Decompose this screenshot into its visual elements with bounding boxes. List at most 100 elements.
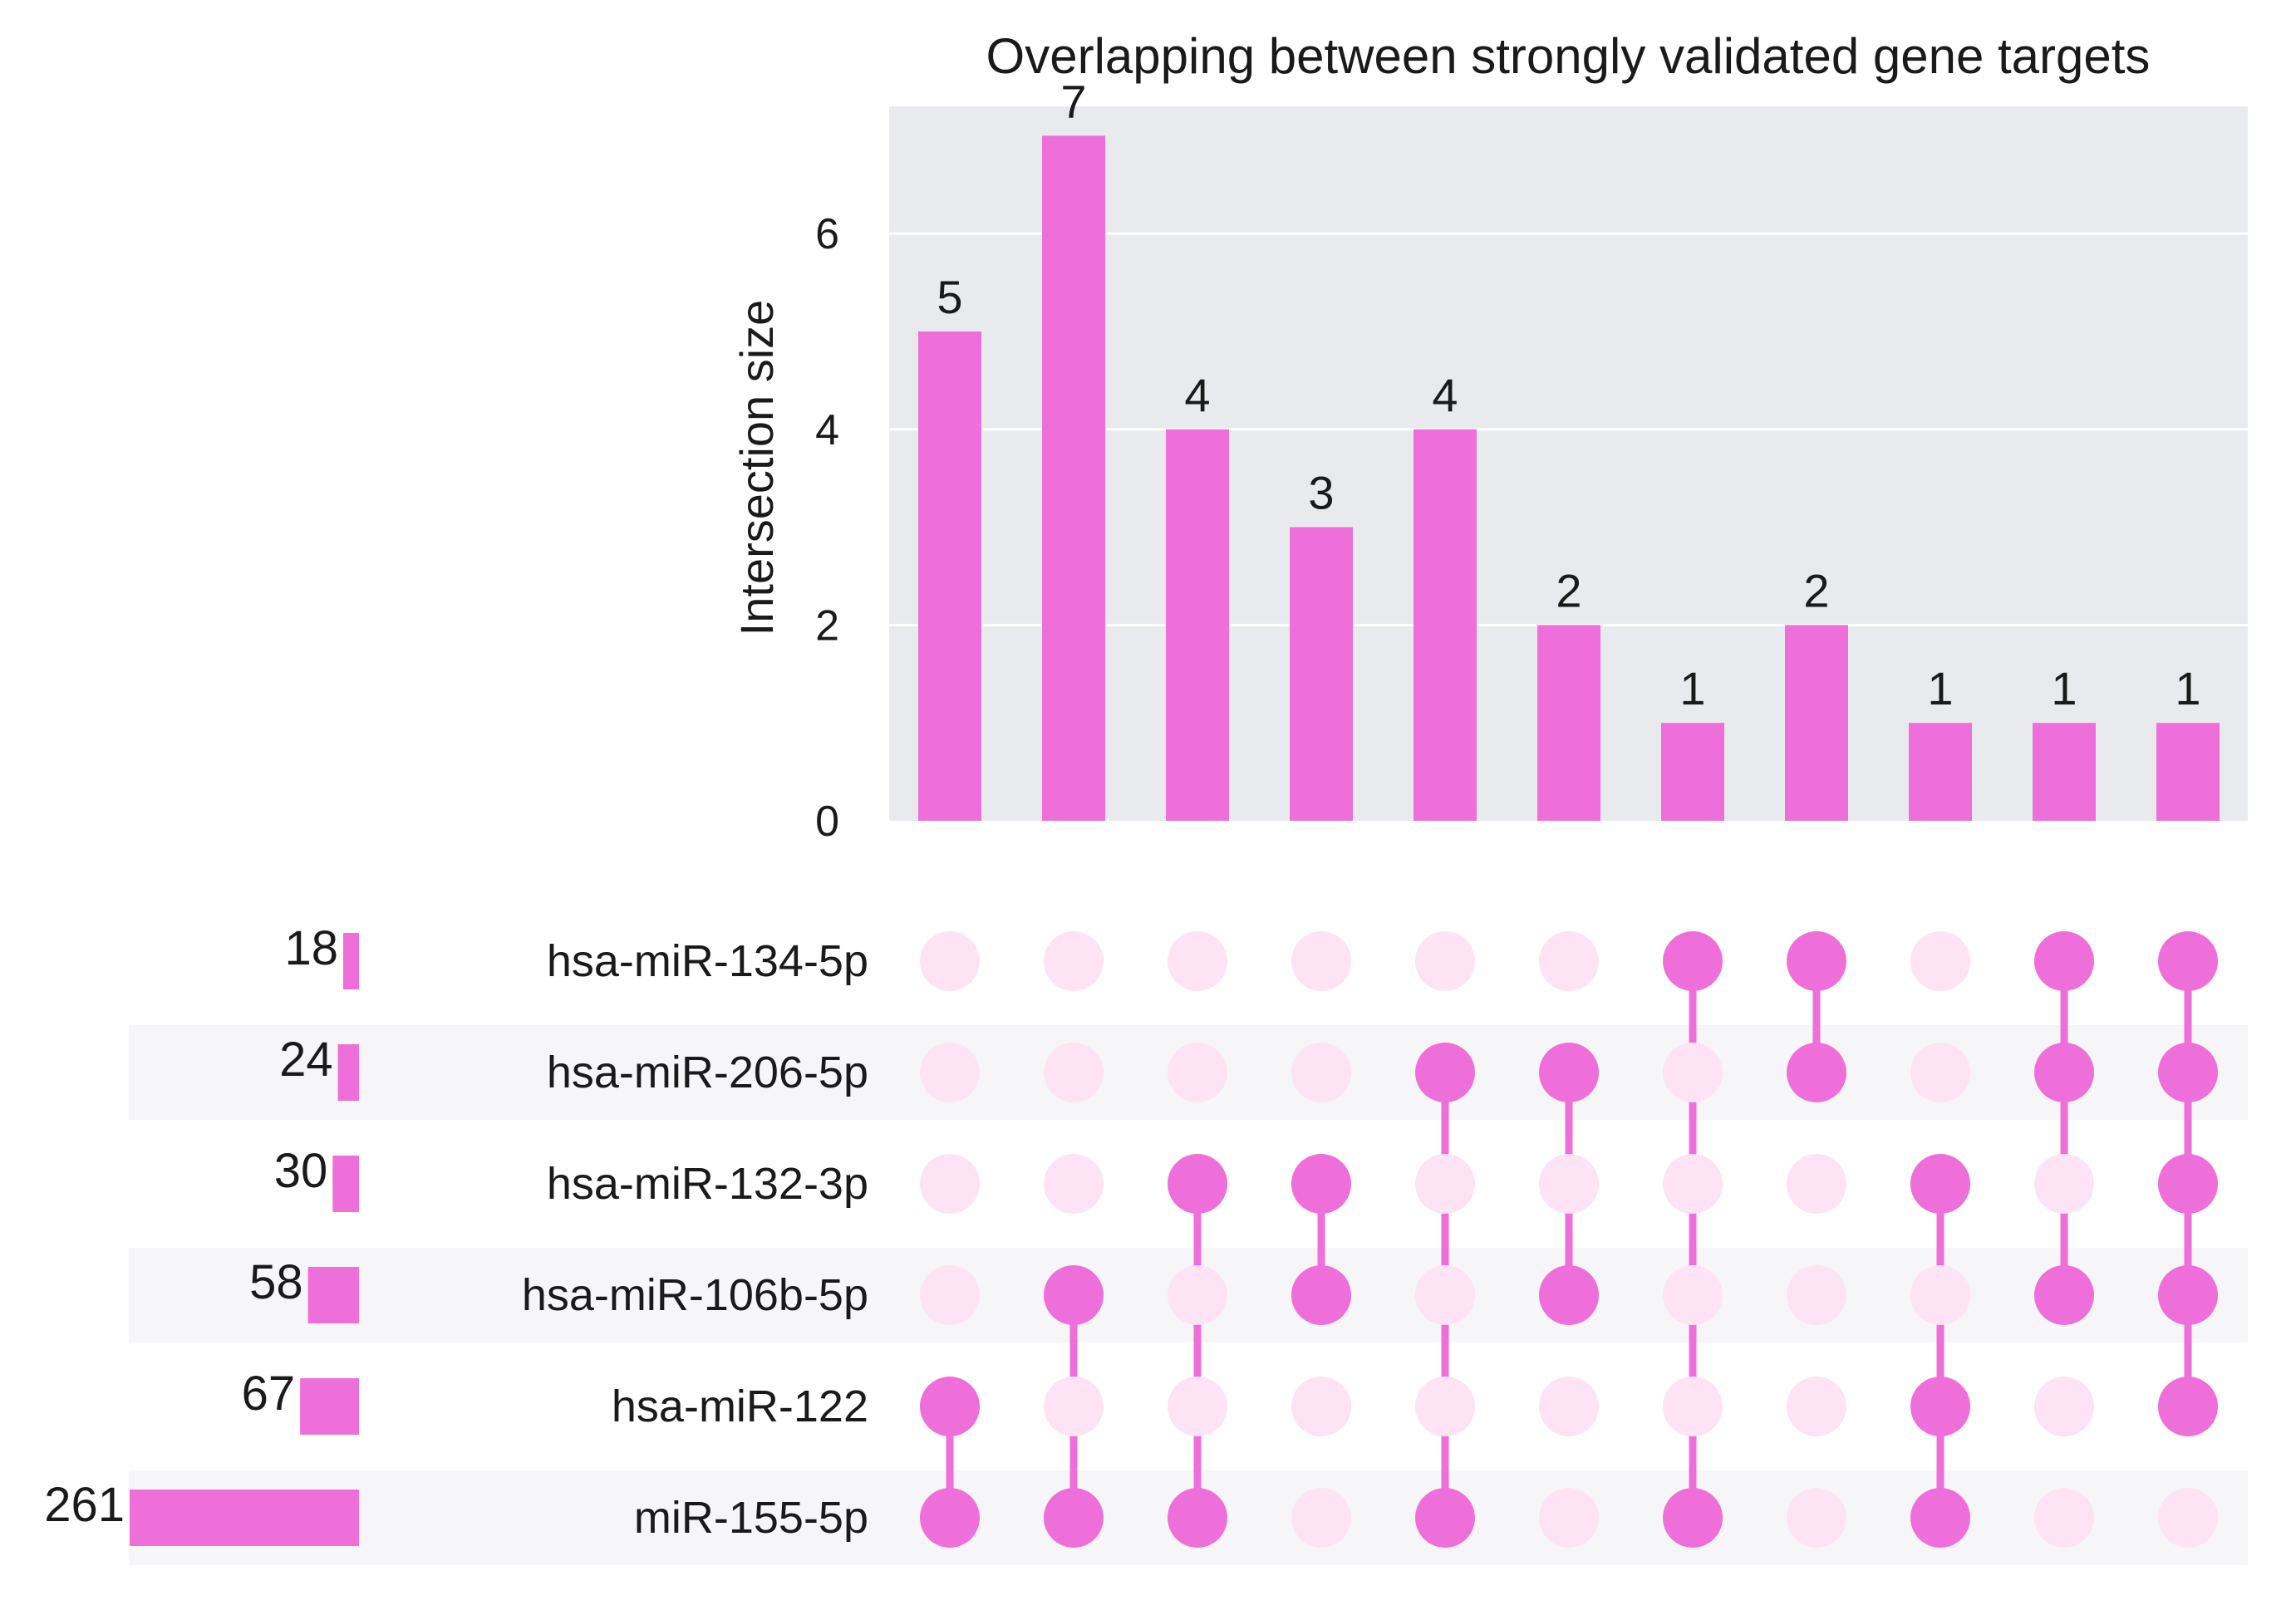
- matrix-dot-active: [2158, 1377, 2218, 1436]
- matrix-dot-active: [2158, 1154, 2218, 1214]
- set-size-labels: 18 24 30 58 67 261: [44, 921, 338, 1532]
- matrix-dot-active: [1168, 1154, 1227, 1214]
- matrix-dot-inactive: [920, 1043, 980, 1102]
- set-name-label: hsa-miR-132-3p: [547, 1159, 868, 1209]
- matrix-dot-inactive: [920, 1154, 980, 1214]
- y-tick-label: 4: [815, 406, 839, 454]
- matrix-dot-active: [2034, 1043, 2094, 1102]
- set-name-label: hsa-miR-106b-5p: [522, 1270, 868, 1320]
- set-name-label: hsa-miR-122: [612, 1382, 868, 1431]
- matrix-dot-inactive: [1044, 1043, 1104, 1102]
- matrix-dot-active: [1168, 1488, 1227, 1548]
- matrix-dot-inactive: [1168, 931, 1227, 991]
- chart-title: Overlapping between strongly validated g…: [986, 28, 2151, 84]
- matrix-dot-inactive: [1787, 1265, 1846, 1325]
- bar-value-label: 2: [1803, 564, 1829, 616]
- set-size-label: 67: [242, 1367, 296, 1421]
- matrix-dot-inactive: [1415, 931, 1475, 991]
- matrix-dot-active: [1663, 1488, 1723, 1548]
- set-size-bar: [307, 1267, 359, 1323]
- matrix-dot-active: [2034, 1265, 2094, 1325]
- matrix-dot-inactive: [1415, 1265, 1475, 1325]
- bar-value-label: 4: [1184, 369, 1210, 421]
- set-name-label: hsa-miR-134-5p: [547, 936, 868, 986]
- matrix-dot-inactive: [1291, 1377, 1351, 1436]
- matrix-dot-inactive: [1787, 1154, 1846, 1214]
- matrix-dot-inactive: [1044, 931, 1104, 991]
- intersection-bar: [1413, 429, 1477, 821]
- matrix-dot-active: [1415, 1043, 1475, 1102]
- set-size-label: 30: [274, 1144, 328, 1198]
- intersection-bar: [918, 331, 981, 822]
- set-size-bars: [130, 933, 359, 1546]
- bar-value-label: 3: [1308, 467, 1334, 519]
- matrix-dot-active: [1291, 1154, 1351, 1214]
- intersection-bar: [1661, 723, 1724, 821]
- set-name-label: hsa-miR-206-5p: [547, 1048, 868, 1097]
- set-size-label: 18: [284, 921, 338, 975]
- matrix-dot-inactive: [1910, 1043, 1970, 1102]
- matrix-dot-inactive: [1663, 1265, 1723, 1325]
- bar-value-label: 1: [2051, 662, 2077, 714]
- matrix-dot-inactive: [1910, 1265, 1970, 1325]
- bar-value-labels: 5 7 4 3 4 2 1 2 1 1 1: [937, 75, 2200, 714]
- set-size-label: 24: [279, 1033, 333, 1087]
- set-size-bar: [342, 933, 359, 989]
- intersection-bar: [1290, 527, 1353, 821]
- intersection-bar: [1166, 429, 1229, 821]
- intersection-bars: [918, 135, 2220, 822]
- matrix-dot-inactive: [1168, 1377, 1227, 1436]
- y-tick-label: 6: [815, 210, 839, 258]
- matrix-dot-active: [1910, 1488, 1970, 1548]
- matrix-dot-inactive: [920, 1265, 980, 1325]
- matrix-dot-active: [920, 1488, 980, 1548]
- matrix-dot-inactive: [1539, 1488, 1599, 1548]
- matrix-dot-inactive: [1663, 1043, 1723, 1102]
- y-axis-label: Intersection size: [730, 300, 783, 636]
- matrix-dot-inactive: [1539, 1377, 1599, 1436]
- intersection-bar: [2156, 723, 2220, 821]
- intersection-bar: [1537, 625, 1600, 821]
- intersection-bar: [1909, 723, 1972, 821]
- bar-value-label: 5: [937, 271, 962, 323]
- bar-value-label: 1: [1927, 662, 1953, 714]
- matrix-dots: [920, 931, 2218, 1548]
- bar-value-label: 2: [1556, 564, 1581, 616]
- matrix-dot-active: [1787, 1043, 1846, 1102]
- bar-value-label: 7: [1060, 75, 1086, 127]
- set-name-labels: hsa-miR-134-5p hsa-miR-206-5p hsa-miR-132-…: [522, 936, 868, 1543]
- matrix-dot-inactive: [2034, 1154, 2094, 1214]
- matrix-dot-inactive: [1168, 1265, 1227, 1325]
- matrix-dot-inactive: [1787, 1377, 1846, 1436]
- y-tick-label: 0: [815, 798, 839, 846]
- matrix-dot-active: [2158, 1265, 2218, 1325]
- matrix-dot-active: [1539, 1265, 1599, 1325]
- set-name-label: miR-155-5p: [634, 1493, 868, 1543]
- matrix-dot-inactive: [1415, 1154, 1475, 1214]
- matrix-dot-inactive: [1044, 1154, 1104, 1214]
- matrix-dot-active: [1910, 1377, 1970, 1436]
- matrix-dot-active: [1291, 1265, 1351, 1325]
- y-tick-label: 2: [815, 601, 839, 650]
- matrix-dot-inactive: [2034, 1488, 2094, 1548]
- matrix-dot-active: [2158, 931, 2218, 991]
- matrix-dot-inactive: [1044, 1377, 1104, 1436]
- matrix-dot-inactive: [1663, 1377, 1723, 1436]
- set-size-bar: [332, 1156, 359, 1212]
- matrix-dot-active: [920, 1377, 980, 1436]
- matrix-dot-active: [1663, 931, 1723, 991]
- matrix-dot-inactive: [1291, 931, 1351, 991]
- matrix-dot-active: [1539, 1043, 1599, 1102]
- bar-value-label: 1: [2175, 662, 2200, 714]
- matrix-dot-inactive: [1787, 1488, 1846, 1548]
- intersection-bar: [2033, 723, 2096, 821]
- matrix-dot-inactive: [1291, 1488, 1351, 1548]
- bar-value-label: 1: [1679, 662, 1705, 714]
- matrix-dot-active: [1044, 1488, 1104, 1548]
- matrix-dot-inactive: [2034, 1377, 2094, 1436]
- bar-value-label: 4: [1432, 369, 1458, 421]
- matrix-dot-active: [1787, 931, 1846, 991]
- matrix-dot-inactive: [1910, 931, 1970, 991]
- matrix-dot-inactive: [1168, 1043, 1227, 1102]
